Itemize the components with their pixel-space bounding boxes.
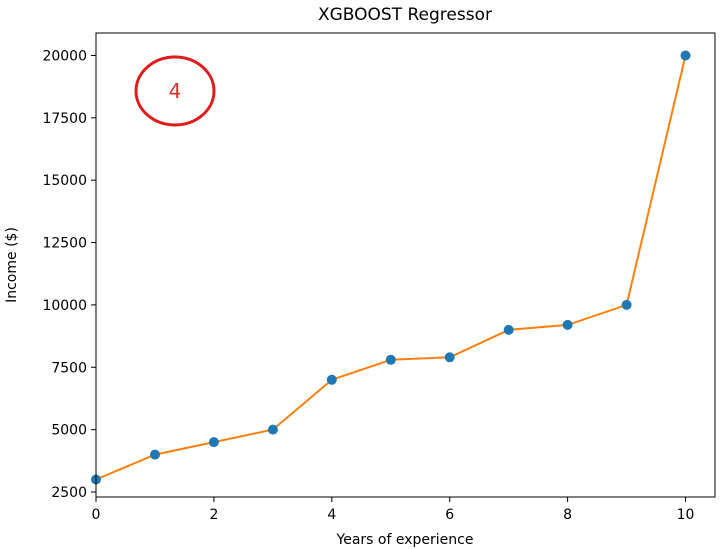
chart-title: XGBOOST Regressor [318,5,492,25]
scatter-point [621,299,632,310]
scatter-point [267,424,278,435]
y-tick-label: 12500 [42,236,87,252]
x-tick-label: 10 [677,507,695,523]
y-tick-label: 10000 [42,298,87,314]
x-axis-title: Years of experience [336,532,474,548]
scatter-point [150,449,160,460]
scatter-point [385,354,396,365]
x-tick-label: 4 [327,507,336,523]
plot-frame [95,32,716,498]
scatter-point [444,352,455,363]
scatter-point [208,437,219,448]
y-tick-label: 15000 [42,173,87,189]
x-tick-label: 6 [445,507,454,523]
annotation-circle [134,55,216,127]
y-tick-label: 5000 [51,423,87,439]
y-tick-label: 2500 [51,485,87,501]
y-tick-label: 20000 [42,48,87,64]
scatter-point [326,374,337,385]
annotation: 4 [134,55,216,127]
scatter-point [503,324,514,335]
scatter-point [680,50,691,61]
series-line [95,55,687,481]
y-tick-label: 7500 [51,360,87,376]
x-tick-label: 0 [92,507,101,523]
x-tick-label: 2 [209,507,218,523]
annotation-label: 4 [169,79,182,103]
scatter-point [562,319,573,330]
y-tick-label: 17500 [42,111,87,127]
x-tick-label: 8 [563,507,572,523]
y-axis-title: Income ($) [4,227,20,303]
